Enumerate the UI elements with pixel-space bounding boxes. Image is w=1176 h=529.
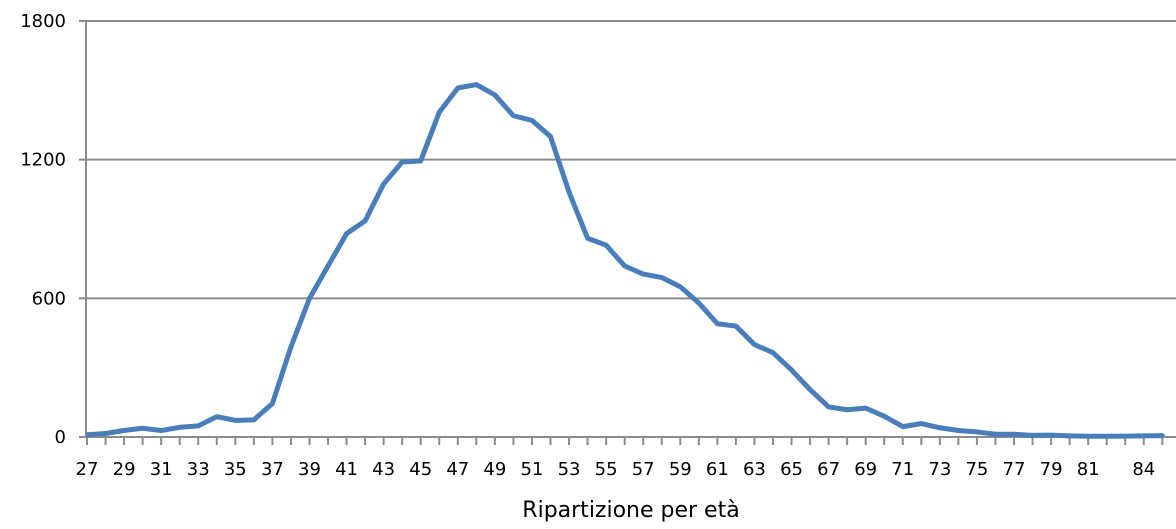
x-tick-label-27: 27	[76, 459, 99, 480]
y-tick-label-0: 0	[55, 427, 66, 448]
series-layer	[86, 82, 1165, 439]
x-tick-label-75: 75	[965, 459, 988, 480]
x-tick-label-63: 63	[743, 459, 766, 480]
x-tick-label-81: 81	[1077, 459, 1100, 480]
x-tick-label-53: 53	[558, 459, 581, 480]
x-tick-label-37: 37	[261, 459, 284, 480]
axes	[79, 20, 1176, 445]
x-tick-label-33: 33	[187, 459, 210, 480]
x-tick-label-31: 31	[150, 459, 173, 480]
x-tick-label-47: 47	[446, 459, 469, 480]
series-line-0	[86, 82, 1165, 439]
x-axis-title: Ripartizione per età	[522, 498, 739, 523]
x-tick-label-29: 29	[113, 459, 136, 480]
y-tick-label-1800: 1800	[20, 11, 66, 32]
x-tick-label-45: 45	[409, 459, 432, 480]
x-tick-label-69: 69	[854, 459, 877, 480]
x-tick-label-77: 77	[1003, 459, 1026, 480]
x-tick-label-35: 35	[224, 459, 247, 480]
gridlines	[86, 20, 1176, 300]
x-tick-label-59: 59	[669, 459, 692, 480]
y-tick-label-1200: 1200	[20, 150, 66, 171]
x-tick-label-49: 49	[483, 459, 506, 480]
x-tick-label-39: 39	[298, 459, 321, 480]
x-tick-label-51: 51	[521, 459, 544, 480]
x-tick-label-61: 61	[706, 459, 729, 480]
x-tick-label-67: 67	[817, 459, 840, 480]
x-tick-label-57: 57	[632, 459, 655, 480]
x-tick-label-65: 65	[780, 459, 803, 480]
x-tick-label-79: 79	[1040, 459, 1063, 480]
y-tick-label-600: 600	[32, 288, 66, 309]
x-tick-labels: 27 29 31 33 35 37 39 41 43 45 47 49 51 53 55 57 59 61 63 65…	[76, 459, 1156, 480]
x-tick-label-71: 71	[891, 459, 914, 480]
x-tick-label-43: 43	[372, 459, 395, 480]
x-tick-label-84: 84	[1132, 459, 1155, 480]
x-tick-label-41: 41	[335, 459, 358, 480]
x-tick-label-73: 73	[928, 459, 951, 480]
y-tick-labels: 0 600 1200 1800	[20, 11, 66, 448]
x-tick-label-55: 55	[595, 459, 618, 480]
